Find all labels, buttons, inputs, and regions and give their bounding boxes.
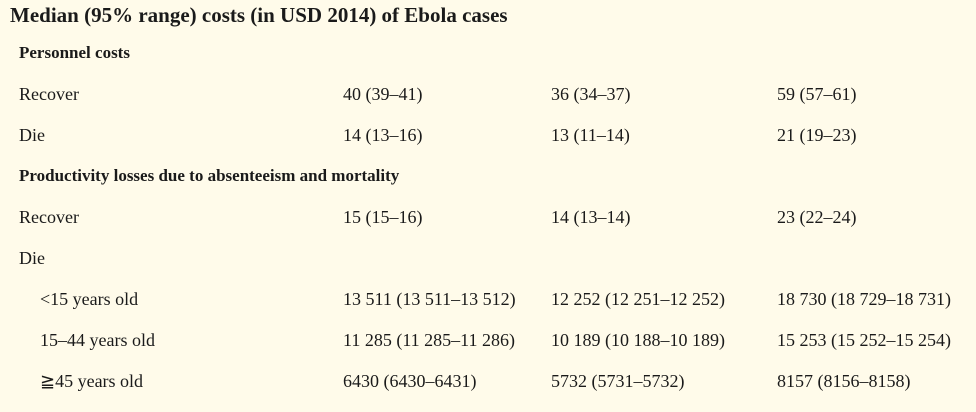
row-label: Die (19, 125, 45, 145)
table-row: Die 14 (13–16) 13 (11–14) 21 (19–23) (0, 125, 976, 166)
section-heading-row: Personnel costs (0, 43, 976, 84)
section-heading: Personnel costs (19, 43, 130, 62)
table-cell: 21 (19–23) (777, 125, 857, 145)
row-label: Recover (19, 84, 79, 104)
table-cell: 15 253 (15 252–15 254) (777, 330, 951, 350)
row-label: Die (19, 248, 45, 268)
table-row: 15–44 years old 11 285 (11 285–11 286) 1… (0, 330, 976, 371)
section-heading: Productivity losses due to absenteeism a… (19, 166, 400, 185)
table-row: Die (0, 248, 976, 289)
row-label: <15 years old (40, 289, 139, 309)
table-row: <15 years old 13 511 (13 511–13 512) 12 … (0, 289, 976, 330)
table-cell: 23 (22–24) (777, 207, 857, 227)
table-cell: 11 285 (11 285–11 286) (343, 330, 515, 350)
table-row: Recover 40 (39–41) 36 (34–37) 59 (57–61) (0, 84, 976, 125)
table-cell: 40 (39–41) (343, 84, 423, 104)
table-cell: 12 252 (12 251–12 252) (551, 289, 725, 309)
table-row: Recover 15 (15–16) 14 (13–14) 23 (22–24) (0, 207, 976, 248)
section-heading-row: Productivity losses due to absenteeism a… (0, 166, 976, 207)
table-row: ≧45 years old 6430 (6430–6431) 5732 (573… (0, 371, 976, 412)
table-cell: 13 511 (13 511–13 512) (343, 289, 516, 309)
table-cell: 13 (11–14) (551, 125, 630, 145)
table-cell: 18 730 (18 729–18 731) (777, 289, 951, 309)
table-cell: 8157 (8156–8158) (777, 371, 911, 391)
table-cell: 6430 (6430–6431) (343, 371, 477, 391)
table-cell: 15 (15–16) (343, 207, 423, 227)
row-label: 15–44 years old (40, 330, 155, 350)
table-cell: 14 (13–14) (551, 207, 631, 227)
table-cell: 59 (57–61) (777, 84, 857, 104)
table-cell: 10 189 (10 188–10 189) (551, 330, 725, 350)
row-label: ≧45 years old (40, 371, 144, 391)
table-title: Median (95% range) costs (in USD 2014) o… (10, 3, 508, 27)
row-label: Recover (19, 207, 79, 227)
table-cell: 36 (34–37) (551, 84, 631, 104)
table-cell: 5732 (5731–5732) (551, 371, 685, 391)
table-cell: 14 (13–16) (343, 125, 423, 145)
